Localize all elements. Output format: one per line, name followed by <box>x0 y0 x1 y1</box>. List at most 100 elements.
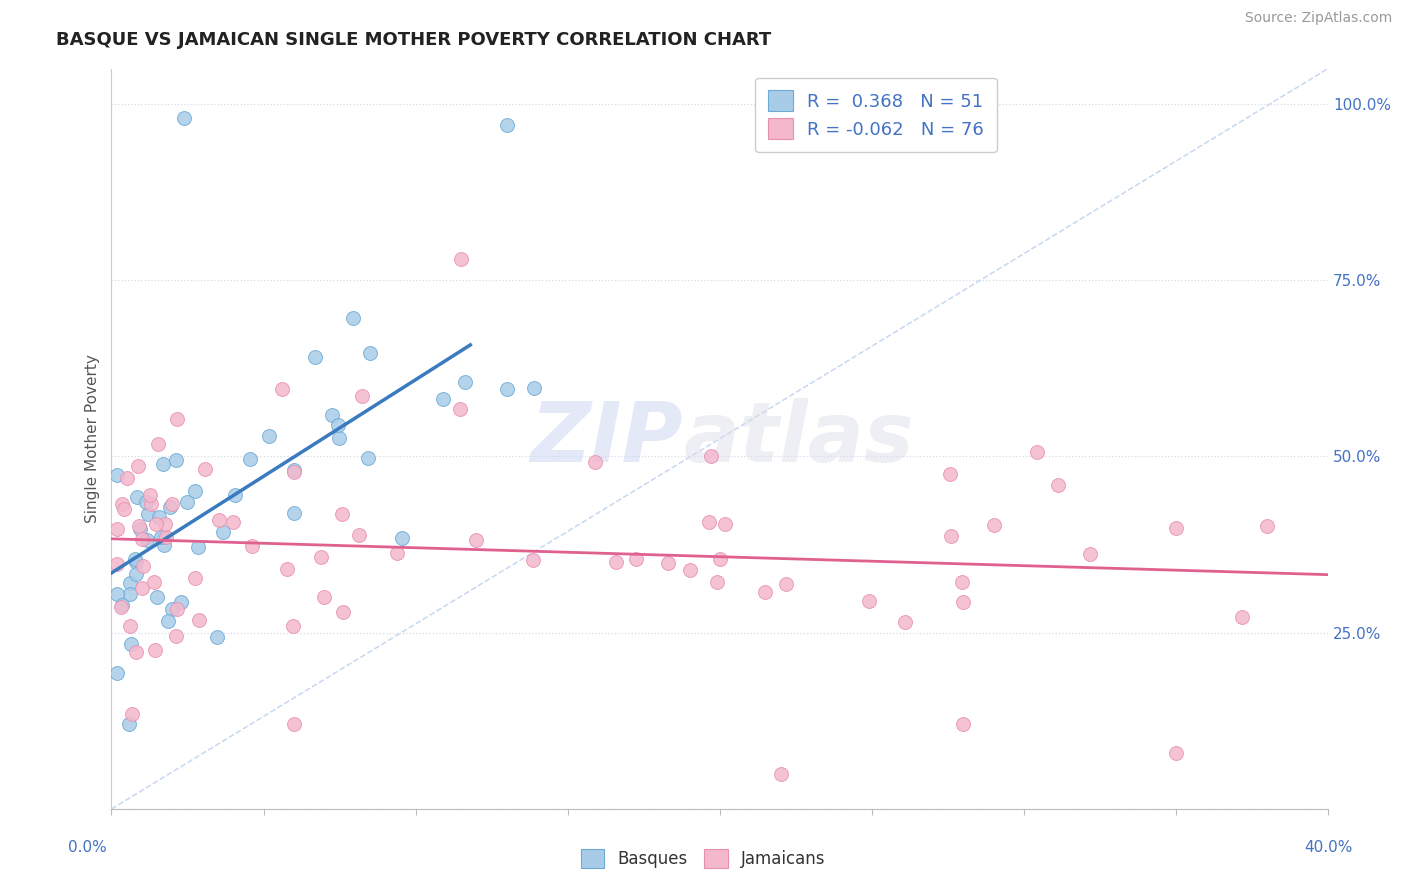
Point <box>357 451 380 466</box>
Point <box>146 590 169 604</box>
Point <box>118 717 141 731</box>
Point <box>145 516 167 531</box>
Text: Source: ZipAtlas.com: Source: ZipAtlas.com <box>1244 12 1392 25</box>
Point <box>153 530 176 544</box>
Point <box>309 549 332 564</box>
Point <box>465 533 488 547</box>
Point <box>127 459 149 474</box>
Point <box>391 532 413 546</box>
Point <box>522 381 544 395</box>
Point <box>159 500 181 514</box>
Point <box>697 515 720 529</box>
Point <box>166 602 188 616</box>
Text: 0.0%: 0.0% <box>67 840 107 855</box>
Point <box>605 555 627 569</box>
Point <box>754 585 776 599</box>
Point <box>432 392 454 407</box>
Point <box>952 717 974 731</box>
Point <box>342 311 364 326</box>
Point <box>350 389 373 403</box>
Point <box>118 576 141 591</box>
Point <box>112 502 135 516</box>
Point <box>139 488 162 502</box>
Point <box>709 552 731 566</box>
Point <box>522 553 544 567</box>
Point <box>139 497 162 511</box>
Point <box>326 417 349 432</box>
Point <box>1164 521 1187 535</box>
Point <box>775 576 797 591</box>
Point <box>257 429 280 443</box>
Point <box>283 466 305 480</box>
Text: 40.0%: 40.0% <box>1305 840 1353 855</box>
Point <box>1256 518 1278 533</box>
Point <box>115 471 138 485</box>
Point <box>983 517 1005 532</box>
Point <box>125 555 148 569</box>
Point <box>283 507 305 521</box>
Point <box>359 345 381 359</box>
Point <box>283 716 305 731</box>
Point <box>330 507 353 521</box>
Point <box>125 566 148 581</box>
Point <box>135 495 157 509</box>
Point <box>950 575 973 590</box>
Point <box>281 619 304 633</box>
Point <box>142 574 165 589</box>
Point <box>107 587 129 601</box>
Point <box>146 436 169 450</box>
Point <box>149 530 172 544</box>
Y-axis label: Single Mother Poverty: Single Mother Poverty <box>86 354 100 524</box>
Point <box>153 516 176 531</box>
Point <box>187 540 209 554</box>
Point <box>769 766 792 780</box>
Point <box>111 598 134 612</box>
Point <box>165 629 187 643</box>
Point <box>304 350 326 364</box>
Legend: Basques, Jamaicans: Basques, Jamaicans <box>574 842 832 875</box>
Point <box>450 252 472 266</box>
Point <box>135 533 157 548</box>
Point <box>240 539 263 553</box>
Point <box>1026 445 1049 459</box>
Point <box>858 594 880 608</box>
Point <box>107 468 129 483</box>
Point <box>183 571 205 585</box>
Point <box>1047 478 1070 492</box>
Point <box>224 488 246 502</box>
Point <box>894 615 917 629</box>
Point <box>125 645 148 659</box>
Point <box>153 538 176 552</box>
Point <box>211 525 233 540</box>
Point <box>939 467 962 482</box>
Point <box>679 563 702 577</box>
Point <box>136 507 159 521</box>
Point <box>131 581 153 595</box>
Point <box>128 518 150 533</box>
Point <box>152 457 174 471</box>
Text: atlas: atlas <box>683 398 914 479</box>
Point <box>160 497 183 511</box>
Point <box>347 528 370 542</box>
Point <box>110 497 132 511</box>
Point <box>271 382 294 396</box>
Point <box>194 461 217 475</box>
Point <box>120 619 142 633</box>
Point <box>120 636 142 650</box>
Point <box>118 587 141 601</box>
Point <box>706 575 728 590</box>
Point <box>626 552 648 566</box>
Point <box>454 376 477 390</box>
Point <box>121 706 143 721</box>
Point <box>156 615 179 629</box>
Point <box>222 515 245 529</box>
Point <box>131 532 153 546</box>
Point <box>495 382 517 396</box>
Point <box>124 551 146 566</box>
Point <box>1080 547 1102 561</box>
Point <box>332 605 354 619</box>
Point <box>148 509 170 524</box>
Point <box>127 491 149 505</box>
Point <box>449 402 471 417</box>
Point <box>107 522 129 536</box>
